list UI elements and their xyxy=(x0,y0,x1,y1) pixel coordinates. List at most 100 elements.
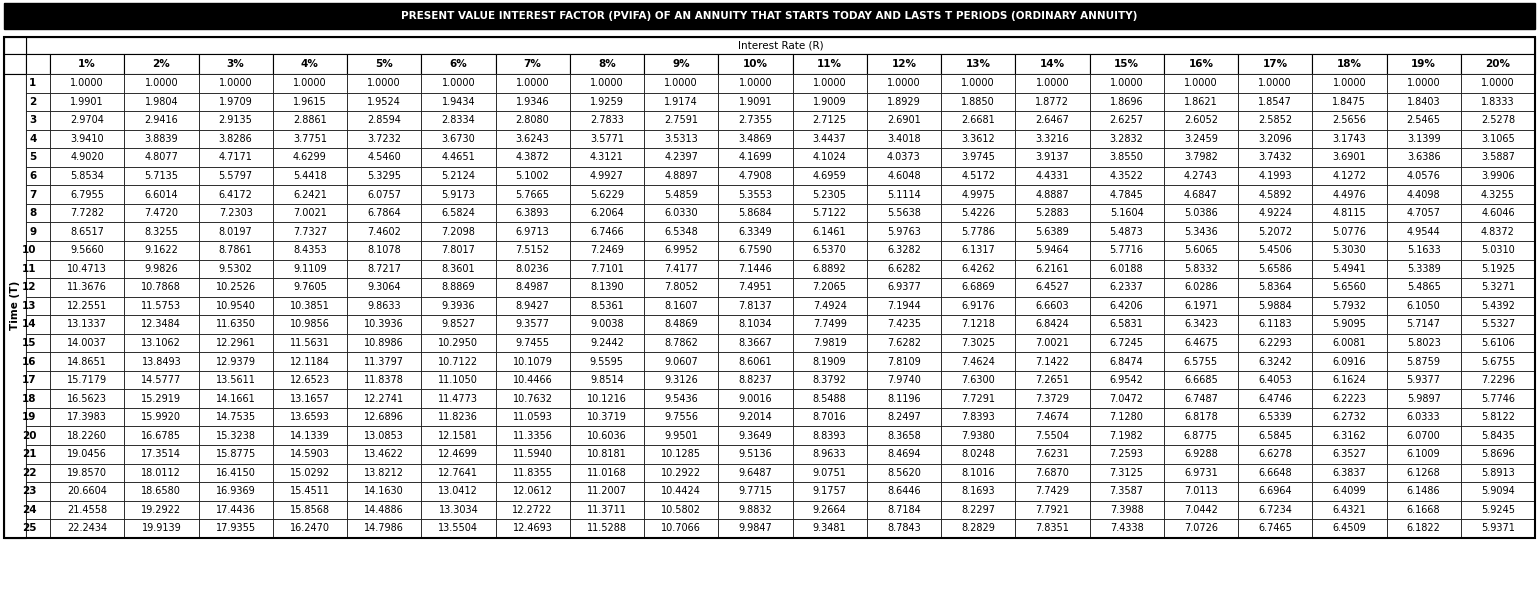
Text: 11.5753: 11.5753 xyxy=(142,301,182,311)
Text: 6.2337: 6.2337 xyxy=(1110,282,1143,292)
Bar xyxy=(866,482,940,500)
Bar xyxy=(1313,260,1387,278)
Bar xyxy=(1090,204,1163,222)
Text: 5.6065: 5.6065 xyxy=(1183,246,1217,255)
Bar xyxy=(1313,352,1387,371)
Text: 5.9763: 5.9763 xyxy=(886,227,920,237)
Text: 9.6487: 9.6487 xyxy=(739,468,773,478)
Text: 6.9731: 6.9731 xyxy=(1183,468,1217,478)
Bar xyxy=(793,185,866,204)
Text: 7.4951: 7.4951 xyxy=(739,282,773,292)
Bar xyxy=(1016,222,1090,241)
Bar xyxy=(199,445,272,464)
Bar xyxy=(1016,464,1090,482)
Text: 17: 17 xyxy=(22,375,37,385)
Bar xyxy=(422,315,496,334)
Text: 2.8594: 2.8594 xyxy=(368,116,402,125)
Text: 6.3527: 6.3527 xyxy=(1333,449,1367,459)
Bar xyxy=(125,426,199,445)
Bar xyxy=(346,204,422,222)
Text: 8.3658: 8.3658 xyxy=(886,431,920,441)
Bar xyxy=(1237,74,1313,93)
Bar xyxy=(1163,315,1237,334)
Bar xyxy=(793,93,866,111)
Text: 5.1633: 5.1633 xyxy=(1407,246,1441,255)
Bar xyxy=(866,241,940,260)
Text: 6.2421: 6.2421 xyxy=(292,190,326,200)
Text: 22.2434: 22.2434 xyxy=(68,524,108,534)
Bar xyxy=(422,464,496,482)
Bar xyxy=(1237,260,1313,278)
Bar xyxy=(866,167,940,185)
Bar xyxy=(643,371,719,390)
Text: 3.1065: 3.1065 xyxy=(1481,134,1514,144)
Bar xyxy=(866,130,940,148)
Text: 9.0607: 9.0607 xyxy=(665,356,699,366)
Bar xyxy=(1387,519,1461,538)
Bar xyxy=(422,482,496,500)
Text: 6.1971: 6.1971 xyxy=(1183,301,1217,311)
Bar xyxy=(1461,390,1534,408)
Bar xyxy=(125,204,199,222)
Bar xyxy=(125,260,199,278)
Text: 3.6730: 3.6730 xyxy=(442,134,476,144)
Bar xyxy=(793,482,866,500)
Text: 4.8077: 4.8077 xyxy=(145,152,179,162)
Bar xyxy=(1090,464,1163,482)
Text: 6.8178: 6.8178 xyxy=(1183,412,1217,422)
Bar xyxy=(49,167,125,185)
Text: 5.5327: 5.5327 xyxy=(1481,320,1514,330)
Bar xyxy=(26,371,49,390)
Bar xyxy=(1461,185,1534,204)
Bar xyxy=(272,167,346,185)
Text: 5.3553: 5.3553 xyxy=(739,190,773,200)
Text: 2.6257: 2.6257 xyxy=(1110,116,1143,125)
Bar xyxy=(719,93,793,111)
Text: 5.9245: 5.9245 xyxy=(1481,505,1514,515)
Bar xyxy=(866,111,940,130)
Text: 11.6350: 11.6350 xyxy=(215,320,255,330)
Bar xyxy=(1313,315,1387,334)
Bar xyxy=(940,54,1016,74)
Text: 6: 6 xyxy=(29,171,37,181)
Bar xyxy=(643,260,719,278)
Bar xyxy=(940,519,1016,538)
Text: 8.1196: 8.1196 xyxy=(886,394,920,404)
Bar xyxy=(1163,464,1237,482)
Bar xyxy=(49,519,125,538)
Text: 5.0776: 5.0776 xyxy=(1333,227,1367,237)
Text: 23: 23 xyxy=(22,486,37,496)
Text: 5.6229: 5.6229 xyxy=(589,190,623,200)
Bar xyxy=(940,148,1016,167)
Text: 5.7147: 5.7147 xyxy=(1407,320,1441,330)
Text: 6.9377: 6.9377 xyxy=(886,282,920,292)
Bar xyxy=(940,352,1016,371)
Text: 7.1446: 7.1446 xyxy=(739,264,773,274)
Text: 6.2064: 6.2064 xyxy=(589,208,623,218)
Text: 1.0000: 1.0000 xyxy=(1259,78,1291,88)
Text: 1%: 1% xyxy=(78,59,95,69)
Text: 6.4206: 6.4206 xyxy=(1110,301,1143,311)
Bar xyxy=(199,482,272,500)
Text: 3.4437: 3.4437 xyxy=(813,134,846,144)
Bar xyxy=(125,408,199,426)
Text: 7.7499: 7.7499 xyxy=(813,320,846,330)
Bar xyxy=(5,37,1534,538)
Text: 7.1422: 7.1422 xyxy=(1036,356,1070,366)
Bar xyxy=(346,482,422,500)
Text: 7.7429: 7.7429 xyxy=(1036,486,1070,496)
Text: 6.4675: 6.4675 xyxy=(1183,338,1217,348)
Bar xyxy=(1461,371,1534,390)
Bar xyxy=(1237,315,1313,334)
Bar xyxy=(26,185,49,204)
Bar xyxy=(1461,426,1534,445)
Bar xyxy=(569,54,643,74)
Text: 5.9377: 5.9377 xyxy=(1407,375,1441,385)
Text: 11: 11 xyxy=(22,264,37,274)
Bar xyxy=(1090,296,1163,315)
Text: 5.6755: 5.6755 xyxy=(1481,356,1514,366)
Bar xyxy=(866,500,940,519)
Text: 4.1024: 4.1024 xyxy=(813,152,846,162)
Text: 1.9524: 1.9524 xyxy=(368,97,402,107)
Bar xyxy=(793,426,866,445)
